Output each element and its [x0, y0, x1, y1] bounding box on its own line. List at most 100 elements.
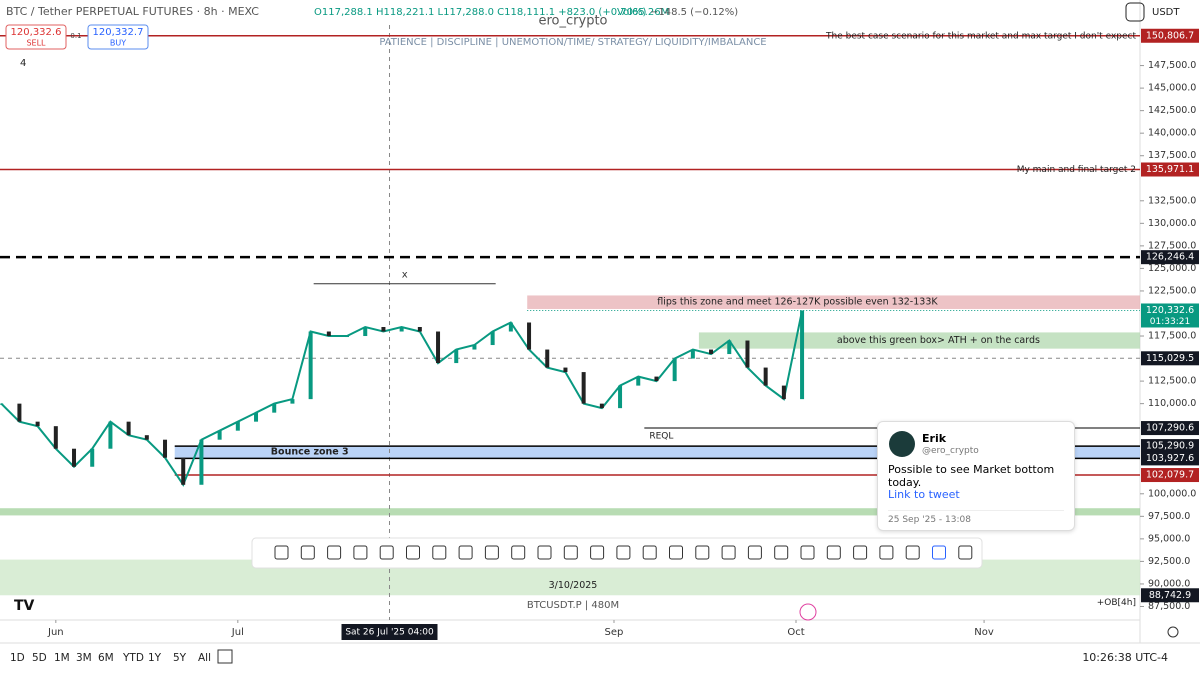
candle [199, 439, 204, 485]
candle [545, 349, 550, 368]
tool-icon[interactable] [853, 545, 868, 560]
tool-icon[interactable] [800, 545, 815, 560]
range-button[interactable]: YTD [122, 652, 144, 664]
crosshair-date-bg [341, 624, 438, 640]
candle [417, 327, 422, 332]
indicator-count[interactable]: 4 [20, 58, 26, 69]
candle [490, 331, 495, 346]
tool-icon[interactable] [300, 545, 315, 560]
candle [508, 322, 513, 332]
countdown: 01:33:21 [1150, 317, 1190, 327]
sell-label: SELL [26, 39, 46, 48]
zone [527, 295, 1140, 309]
tool-icon[interactable] [879, 545, 894, 560]
range-button[interactable]: 3M [76, 652, 92, 664]
candle [654, 376, 659, 382]
y-tick-label: 125,000.0 [1148, 263, 1196, 274]
tool-icon[interactable] [327, 545, 342, 560]
y-tick-label: 137,500.0 [1148, 150, 1196, 161]
range-button[interactable]: 1Y [148, 652, 162, 664]
buy-button[interactable] [87, 24, 149, 50]
candle [454, 349, 459, 364]
layout-button[interactable] [1125, 2, 1145, 22]
spread: 0.1 [70, 32, 81, 40]
zone-label: above this green box> ATH + on the cards [837, 335, 1040, 346]
price-label: 150,806.7 [1146, 30, 1194, 41]
settings-icon[interactable] [1167, 626, 1179, 638]
tool-icon[interactable] [274, 545, 289, 560]
candle [108, 421, 113, 449]
price-label: 103,927.6 [1146, 453, 1194, 464]
candle [254, 412, 259, 422]
tool-icon[interactable] [537, 545, 552, 560]
symbol-info: BTCUSDT.P | 480M [527, 600, 619, 611]
price-label-bg [1141, 451, 1199, 466]
candle [163, 439, 168, 458]
range-button[interactable]: 6M [98, 652, 114, 664]
tool-icon[interactable] [932, 545, 946, 560]
price-label-bg [1141, 303, 1199, 328]
tool-icon[interactable] [642, 545, 657, 560]
y-tick-label: 132,500.0 [1148, 195, 1196, 206]
price-label-bg [1141, 421, 1199, 436]
tool-icon[interactable] [747, 545, 762, 560]
date-range-icon[interactable] [217, 649, 233, 664]
price-label: 107,290.6 [1146, 423, 1194, 434]
price-label-bg [1141, 439, 1199, 454]
price-label: 115,029.5 [1146, 353, 1194, 364]
buy-price: 120,332.7 [93, 27, 144, 38]
range-marker: x [402, 270, 408, 281]
tool-icon[interactable] [958, 545, 973, 560]
candle [90, 448, 95, 467]
candle [599, 403, 604, 409]
price-label-bg [1141, 588, 1199, 603]
level-note: +OB[4h] [1097, 598, 1136, 608]
tool-icon[interactable] [432, 545, 447, 560]
range-button[interactable]: 5D [32, 652, 47, 664]
range-button[interactable]: 5Y [173, 652, 187, 664]
clock: 10:26:38 UTC-4 [1082, 651, 1168, 664]
y-tick-label: 140,000.0 [1148, 128, 1196, 139]
volume-delta: −148.5 (−0.12%) [650, 7, 738, 18]
avatar [889, 431, 915, 457]
candle [35, 421, 40, 427]
watermark-author: ero_crypto [539, 14, 608, 29]
sell-button[interactable] [5, 24, 67, 50]
tool-icon[interactable] [669, 545, 683, 560]
tool-icon[interactable] [563, 545, 578, 560]
price-label-bg [1141, 468, 1199, 483]
candle [672, 358, 677, 382]
x-tick-label: Sep [605, 627, 624, 638]
candle [345, 336, 350, 338]
tool-icon[interactable] [511, 545, 526, 560]
tool-icon[interactable] [353, 545, 368, 560]
x-tick-label: Nov [974, 627, 994, 638]
price-label: 120,332.6 [1146, 305, 1194, 316]
y-tick-label: 87,500.0 [1148, 601, 1190, 612]
currency[interactable]: USDT [1152, 7, 1180, 18]
candle [527, 322, 532, 350]
range-button[interactable]: 1M [54, 652, 70, 664]
y-tick-label: 127,500.0 [1148, 240, 1196, 251]
tweet-link[interactable]: Link to tweet [888, 488, 960, 501]
tool-icon[interactable] [590, 545, 605, 560]
tool-icon[interactable] [695, 545, 710, 560]
y-tick-label: 112,500.0 [1148, 376, 1196, 387]
range-button[interactable]: All [198, 652, 211, 664]
candle [217, 430, 222, 440]
tweet-date: 25 Sep '25 - 13:08 [888, 510, 1064, 525]
tool-icon[interactable] [616, 545, 631, 560]
tool-icon[interactable] [379, 545, 394, 560]
tool-icon[interactable] [406, 545, 420, 560]
tool-icon[interactable] [484, 545, 499, 560]
alert-icon[interactable] [799, 603, 817, 621]
zone-label: 3/10/2025 [549, 580, 598, 591]
tool-icon[interactable] [905, 545, 920, 560]
price-label: 102,079.7 [1146, 470, 1194, 481]
range-button[interactable]: 1D [10, 652, 25, 664]
tool-icon[interactable] [774, 545, 789, 560]
tool-icon[interactable] [458, 545, 473, 560]
tool-icon[interactable] [826, 545, 841, 560]
tool-icon[interactable] [721, 545, 736, 560]
